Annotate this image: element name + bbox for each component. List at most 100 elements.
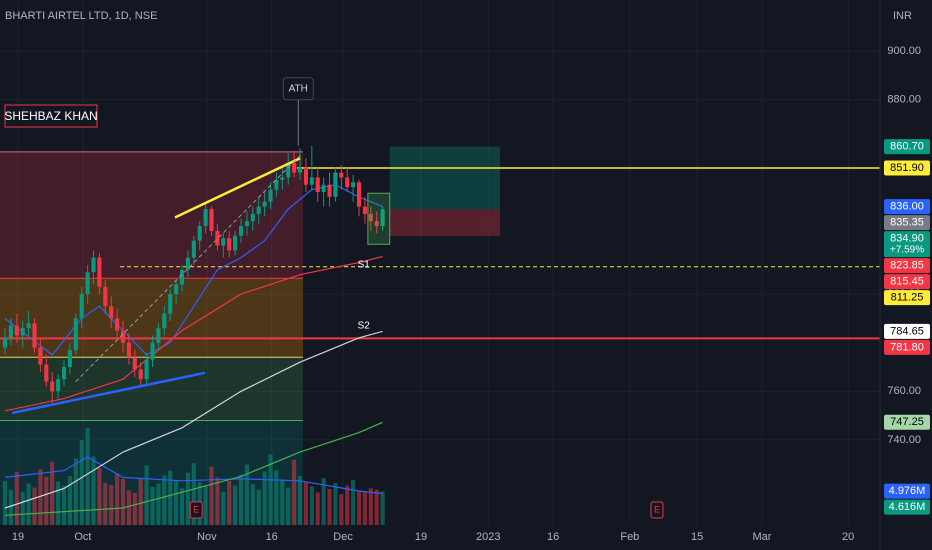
volume-bar [26,483,31,525]
volume-bar [374,489,379,525]
volume-bar [44,476,49,525]
candle-body [50,381,55,392]
volume-bar [303,481,308,525]
x-tick-label: 15 [691,531,703,543]
candle-body [156,328,161,343]
candle-body [179,269,185,285]
candle-body [339,172,344,178]
candle-body [197,226,202,241]
volume-bar [150,486,155,525]
price-tag-label: 781.80 [890,341,924,353]
candle-body [144,359,149,380]
volume-bar [362,491,367,525]
volume-bar [2,480,8,525]
candle-body [20,328,25,336]
candle-body [303,167,308,185]
volume-bar [85,427,90,525]
x-tick-label: Nov [197,531,217,543]
price-tag-label: 836.00 [890,201,924,213]
price-tag-sub: +7.59% [890,245,924,256]
volume-bar [120,478,126,525]
moving-average [4,330,383,509]
candle-body [380,209,385,227]
volume-bar [345,485,350,525]
candle-body [345,177,350,188]
plot-area [0,0,880,525]
price-tag-label: 823.85 [890,260,924,272]
volume-bar [333,482,338,525]
candle-body [168,294,173,314]
price-tag [884,231,930,258]
price-tag [884,339,930,355]
volume-bar [274,469,279,525]
volume-bar [67,476,72,525]
volume-bar [280,479,285,525]
candle-body [321,184,326,193]
highlight-box [367,192,391,245]
candle-body [67,350,72,368]
volume-bar [20,491,25,525]
candle-body [256,206,261,214]
price-tag-label: 851.90 [890,162,924,174]
x-tick-label: Dec [333,531,353,543]
candle-body [315,177,320,193]
x-tick-label: 16 [547,531,559,543]
candle-body [286,162,291,178]
candle-body [26,323,31,329]
volume-bar [380,491,385,525]
volume-bar [38,469,43,525]
price-tag [884,274,930,290]
candle-body [297,167,303,173]
volume-bar [297,476,303,525]
volume-bar [91,456,96,525]
price-tag-label: 784.65 [890,325,924,337]
volume-bar [250,484,255,525]
price-tag-label: 835.35 [890,217,924,229]
price-tag [884,160,930,176]
volume-bar [73,458,78,525]
event-label: E [193,504,199,514]
volume-bar [56,481,61,525]
candle-body [8,325,13,338]
price-tag-label: 747.25 [890,416,924,428]
volume-bar [262,471,267,525]
y-tick-label: 760.00 [887,385,921,397]
volume-tag-label: 4.616M [889,501,926,513]
volume-bar [356,490,362,525]
volume-bar [132,493,137,525]
candle-body [97,257,102,287]
candle-body [209,209,214,231]
candle-body [191,240,196,258]
candle-body [73,318,78,350]
volume-bar [339,494,344,525]
volume-bar [238,474,244,525]
volume-bar [233,485,238,525]
x-tick-label: 16 [266,531,278,543]
volume-bar [126,490,131,525]
volume-bar [351,480,356,525]
candle-body [238,226,244,236]
price-tag-label: 834.90 [890,233,924,245]
y-tick-label: 740.00 [887,434,921,446]
volume-bar [97,467,102,525]
header: BHARTI AIRTEL LTD, 1D, NSE [5,10,157,22]
candle-body [115,318,120,331]
candle-body [138,369,143,380]
candle-body [103,286,108,307]
candle-body [362,206,367,214]
candle-body [162,313,167,329]
volume-bar [309,486,314,525]
volume-bar [203,484,208,525]
candle-body [274,179,279,190]
candle-body [351,182,356,188]
candle-body [268,189,273,202]
volume-bar [315,492,320,525]
price-tag [884,290,930,306]
volume-bar [61,485,67,525]
watermark-box [4,104,98,128]
candle-body [356,182,362,207]
x-tick-label: 19 [415,531,427,543]
x-tick-label: 19 [12,531,24,543]
volume-bar [221,491,226,525]
currency: INR [893,10,912,22]
